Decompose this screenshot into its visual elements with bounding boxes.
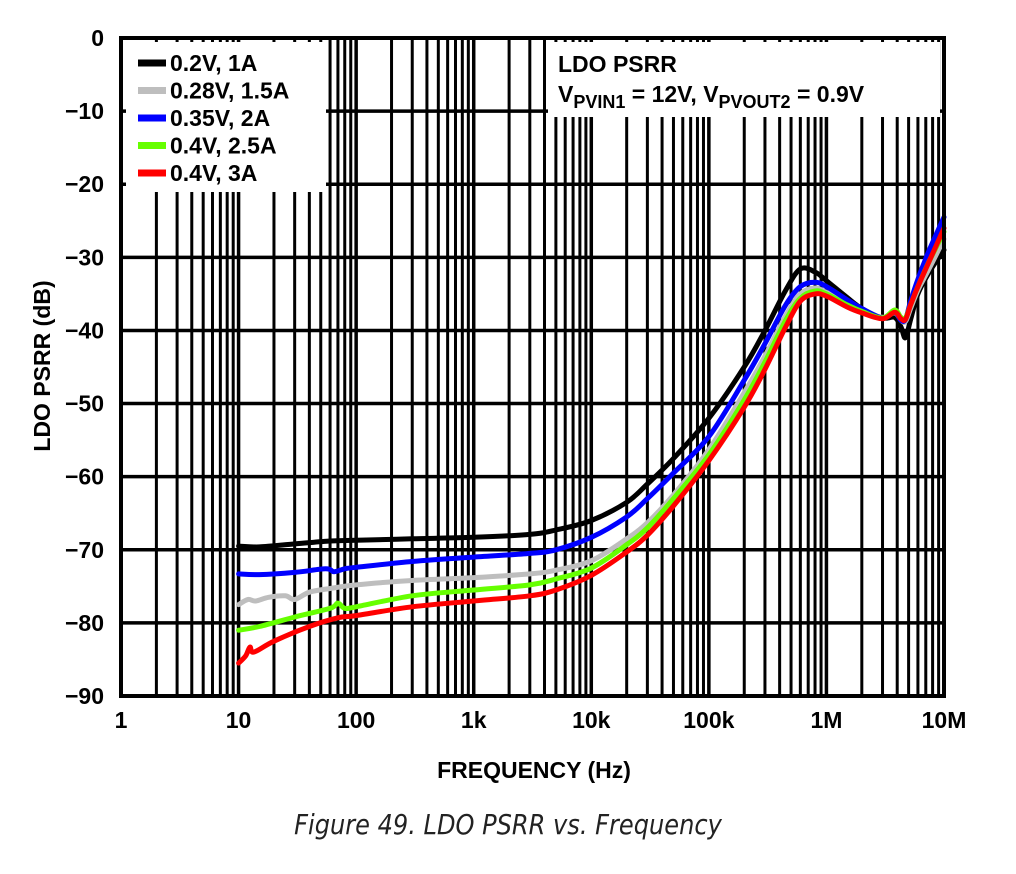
y-tick-label: −80 [65, 610, 104, 636]
x-tick-label: 1k [461, 707, 487, 733]
legend-label: 0.35V, 2A [170, 105, 270, 131]
y-tick-label: −30 [65, 244, 104, 270]
y-tick-label: −60 [65, 464, 104, 490]
legend: 0.2V, 1A0.28V, 1.5A0.35V, 2A0.4V, 2.5A0.… [138, 50, 289, 186]
series-line-1 [236, 247, 947, 550]
plot-frame [119, 36, 946, 698]
legend-label: 0.2V, 1A [170, 50, 257, 76]
series-line-5 [236, 225, 947, 666]
legend-label: 0.4V, 2.5A [170, 133, 277, 159]
y-tick-label: −50 [65, 391, 104, 417]
y-tick-labels: 0 −10 −20 −30 −40 −50 −60 −70 −80 −90 [65, 25, 104, 709]
annotation-v1-value: = 12V, [625, 81, 703, 107]
x-tick-label: 10 [226, 707, 252, 733]
y-tick-label: 0 [91, 25, 104, 51]
y-axis-title: LDO PSRR (dB) [29, 280, 55, 451]
x-tick-label: 10k [572, 707, 611, 733]
annotation: LDO PSRR VPVIN1 = 12V, VPVOUT2 = 0.9V [558, 51, 865, 112]
x-tick-label: 100k [683, 707, 734, 733]
y-tick-label: −90 [65, 683, 104, 709]
annotation-line-2: VPVIN1 = 12V, VPVOUT2 = 0.9V [558, 81, 865, 112]
annotation-v2: V [703, 81, 719, 107]
y-tick-label: −20 [65, 171, 104, 197]
y-tick-label: −70 [65, 537, 104, 563]
annotation-v1-sub: PVIN1 [573, 92, 625, 112]
annotation-v1: V [558, 81, 574, 107]
x-tick-label: 100 [337, 707, 375, 733]
annotation-box [548, 42, 940, 117]
legend-label: 0.28V, 1.5A [170, 78, 289, 104]
x-tick-labels: 1 10 100 1k 10k 100k 1M 10M [115, 707, 967, 733]
x-tick-label: 1 [115, 707, 128, 733]
y-tick-label: −40 [65, 317, 104, 343]
annotation-v2-sub: PVOUT2 [719, 92, 791, 112]
annotation-v2-value: = 0.9V [791, 81, 865, 107]
series-lines [236, 214, 947, 666]
figure-caption: Figure 49. LDO PSRR vs. Frequency [294, 808, 722, 841]
legend-label: 0.4V, 3A [170, 160, 257, 186]
y-tick-label: −10 [65, 98, 104, 124]
annotation-line-1: LDO PSRR [558, 51, 677, 77]
x-tick-label: 1M [810, 707, 842, 733]
x-tick-label: 10M [922, 707, 967, 733]
x-axis-title: FREQUENCY (Hz) [437, 757, 631, 783]
